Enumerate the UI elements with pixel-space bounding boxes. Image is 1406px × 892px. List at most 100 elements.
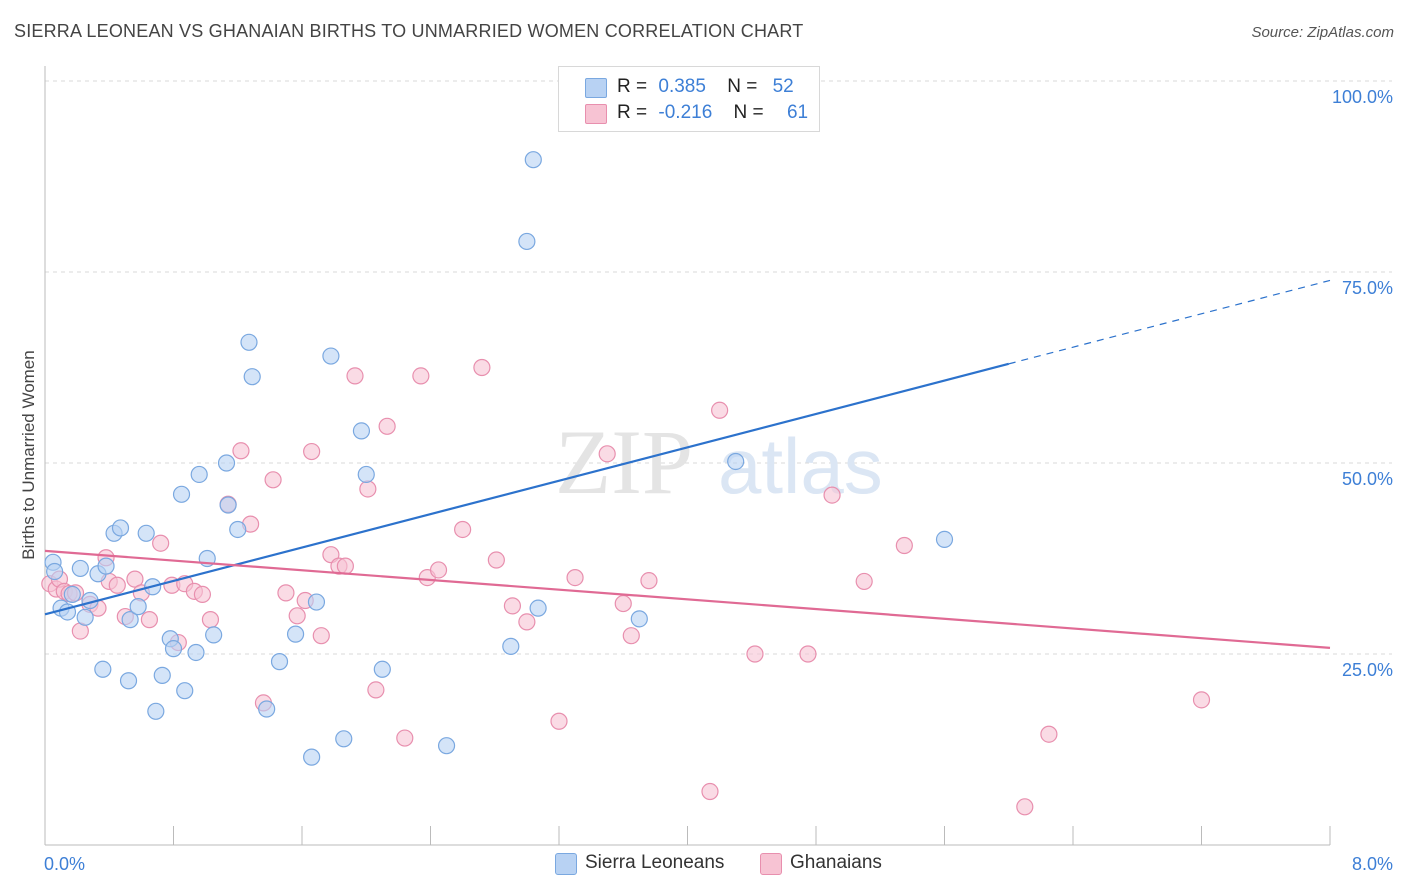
data-point [518, 232, 536, 251]
source-label: Source: ZipAtlas.com [1251, 24, 1394, 41]
data-point [217, 454, 236, 472]
data-point [193, 585, 212, 604]
data-point [111, 519, 130, 537]
data-point [746, 645, 764, 663]
data-point [529, 599, 547, 617]
data-point [286, 625, 305, 643]
chart-title: SIERRA LEONEAN VS GHANAIAN BIRTHS TO UNM… [14, 21, 804, 41]
data-point [346, 367, 364, 385]
data-point [94, 660, 112, 678]
data-point [229, 520, 247, 539]
data-point [303, 748, 321, 766]
data-point [473, 358, 491, 377]
sierra-leonean-points [44, 72, 954, 766]
correlation-legend: R = 0.385 N = 52 R = -0.216 N = 61 [558, 66, 820, 132]
data-point [312, 627, 330, 645]
ghanaian-points [41, 358, 1211, 816]
data-point [153, 666, 171, 684]
watermark-atlas: atlas [718, 422, 883, 510]
data-point [1040, 725, 1058, 743]
r-label: R = [617, 102, 648, 123]
r-value: -0.216 [658, 102, 713, 123]
data-point [71, 559, 89, 578]
data-point [46, 562, 64, 581]
y-tick-labels: 25.0% 50.0% 75.0% 100.0% [1332, 87, 1393, 680]
data-point [108, 576, 126, 594]
x-tick-min: 0.0% [44, 854, 85, 874]
n-label: N = [727, 76, 758, 97]
data-point [454, 520, 472, 539]
data-point [622, 627, 640, 645]
data-point [935, 530, 954, 549]
r-value: 0.385 [658, 76, 706, 97]
data-point [219, 496, 237, 514]
data-point [164, 640, 183, 658]
watermark-zip: ZIP [555, 411, 693, 513]
data-point [322, 347, 340, 365]
data-point [205, 626, 223, 644]
data-point [630, 610, 648, 628]
data-point [437, 737, 456, 755]
data-point [97, 557, 115, 575]
data-point [172, 485, 191, 503]
data-point [396, 729, 414, 747]
data-point [307, 593, 326, 611]
watermark: ZIP atlas [555, 411, 883, 513]
data-point [1016, 798, 1034, 816]
y-tick-label: 100.0% [1332, 87, 1393, 107]
data-point [336, 557, 354, 575]
data-point [352, 422, 371, 440]
r-label: R = [617, 76, 648, 97]
blue-swatch [555, 853, 577, 875]
data-point [378, 417, 396, 435]
data-point [232, 442, 250, 460]
data-point [63, 585, 81, 604]
data-point [487, 551, 505, 569]
data-point [137, 524, 155, 542]
sierra-leonean-trend-extension [1008, 279, 1331, 365]
data-point [258, 700, 276, 718]
data-point [1192, 691, 1211, 709]
legend-label: Ghanaians [790, 852, 882, 873]
n-value: 61 [786, 102, 809, 123]
pink-swatch [585, 104, 607, 124]
data-point [566, 568, 584, 587]
axes [44, 66, 1331, 846]
data-point [243, 368, 261, 386]
y-axis-label: Births to Unmarried Women [19, 350, 38, 559]
data-point [614, 594, 632, 613]
data-point [121, 611, 139, 629]
data-point [855, 572, 873, 591]
sierra-leonean-trend-line [44, 362, 1010, 616]
data-point [126, 570, 144, 588]
data-point [429, 561, 448, 579]
data-point [187, 643, 205, 662]
data-point [119, 672, 138, 690]
x-tick-max: 8.0% [1352, 854, 1393, 874]
data-point [412, 367, 430, 385]
n-value: 52 [772, 76, 794, 97]
data-point [335, 730, 353, 748]
data-point [270, 653, 289, 671]
data-point [240, 333, 258, 351]
data-point [76, 608, 94, 626]
data-point [518, 613, 536, 631]
grid-lines [45, 80, 1392, 655]
data-point [152, 534, 170, 552]
data-point [367, 681, 385, 699]
y-tick-label: 25.0% [1342, 660, 1393, 680]
data-point [524, 151, 542, 169]
data-point [711, 401, 729, 419]
data-point [303, 442, 321, 461]
pink-swatch [760, 853, 782, 875]
ghanaian-trend-line [44, 549, 1331, 649]
blue-swatch [585, 78, 607, 98]
data-point [288, 607, 306, 625]
data-point [823, 486, 841, 504]
data-point [550, 712, 568, 730]
data-point [190, 465, 208, 484]
data-point [129, 598, 147, 616]
data-point [640, 572, 658, 590]
data-point [799, 645, 817, 663]
